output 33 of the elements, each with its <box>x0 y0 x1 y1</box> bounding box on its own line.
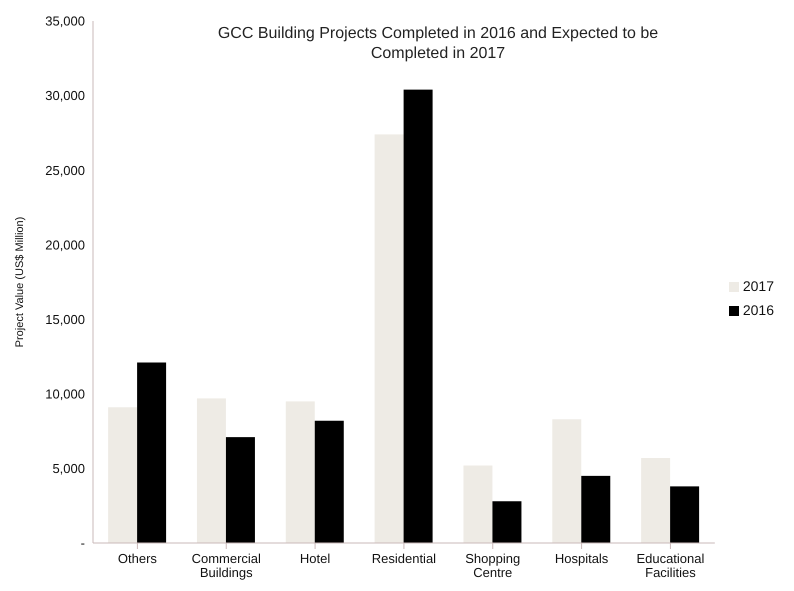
bar <box>108 407 138 543</box>
y-tick-label: 25,000 <box>45 162 85 178</box>
bar <box>641 458 670 543</box>
y-tick-label: 35,000 <box>45 14 85 29</box>
x-tick-label: Hotel <box>300 551 330 566</box>
y-tick-label: 20,000 <box>45 237 85 252</box>
x-tick-label: Others <box>118 551 158 566</box>
bar <box>374 134 404 543</box>
y-tick-label: 10,000 <box>45 386 85 402</box>
y-tick-label: - <box>80 536 85 551</box>
bar <box>670 486 700 543</box>
bar <box>286 401 315 543</box>
x-tick-label: Educational Facilities <box>636 551 704 580</box>
y-tick-label: 15,000 <box>45 312 85 327</box>
bar <box>404 90 433 543</box>
y-axis-title: Project Value (US$ Million) <box>14 216 26 348</box>
text: GCC Building Projects Completed in 2016 and Expected to be Completed in 2017 <box>216 24 660 64</box>
x-tick-label: Hospitals <box>554 551 609 566</box>
bar <box>314 420 344 543</box>
bar <box>552 419 582 543</box>
x-tick-label: Commercial Buildings <box>192 551 262 580</box>
bar <box>463 465 492 543</box>
x-tick-label: Residential <box>372 551 436 566</box>
bar <box>492 501 522 543</box>
y-tick-label: 5,000 <box>52 461 85 476</box>
legend-label: 2017 <box>742 278 774 294</box>
legend-label: 2016 <box>742 302 774 318</box>
bar <box>137 362 166 543</box>
bar <box>226 437 255 543</box>
bar <box>581 476 610 543</box>
bar <box>196 398 226 543</box>
x-tick-label: Shopping Centre <box>465 551 520 580</box>
y-tick-label: 30,000 <box>45 88 85 104</box>
